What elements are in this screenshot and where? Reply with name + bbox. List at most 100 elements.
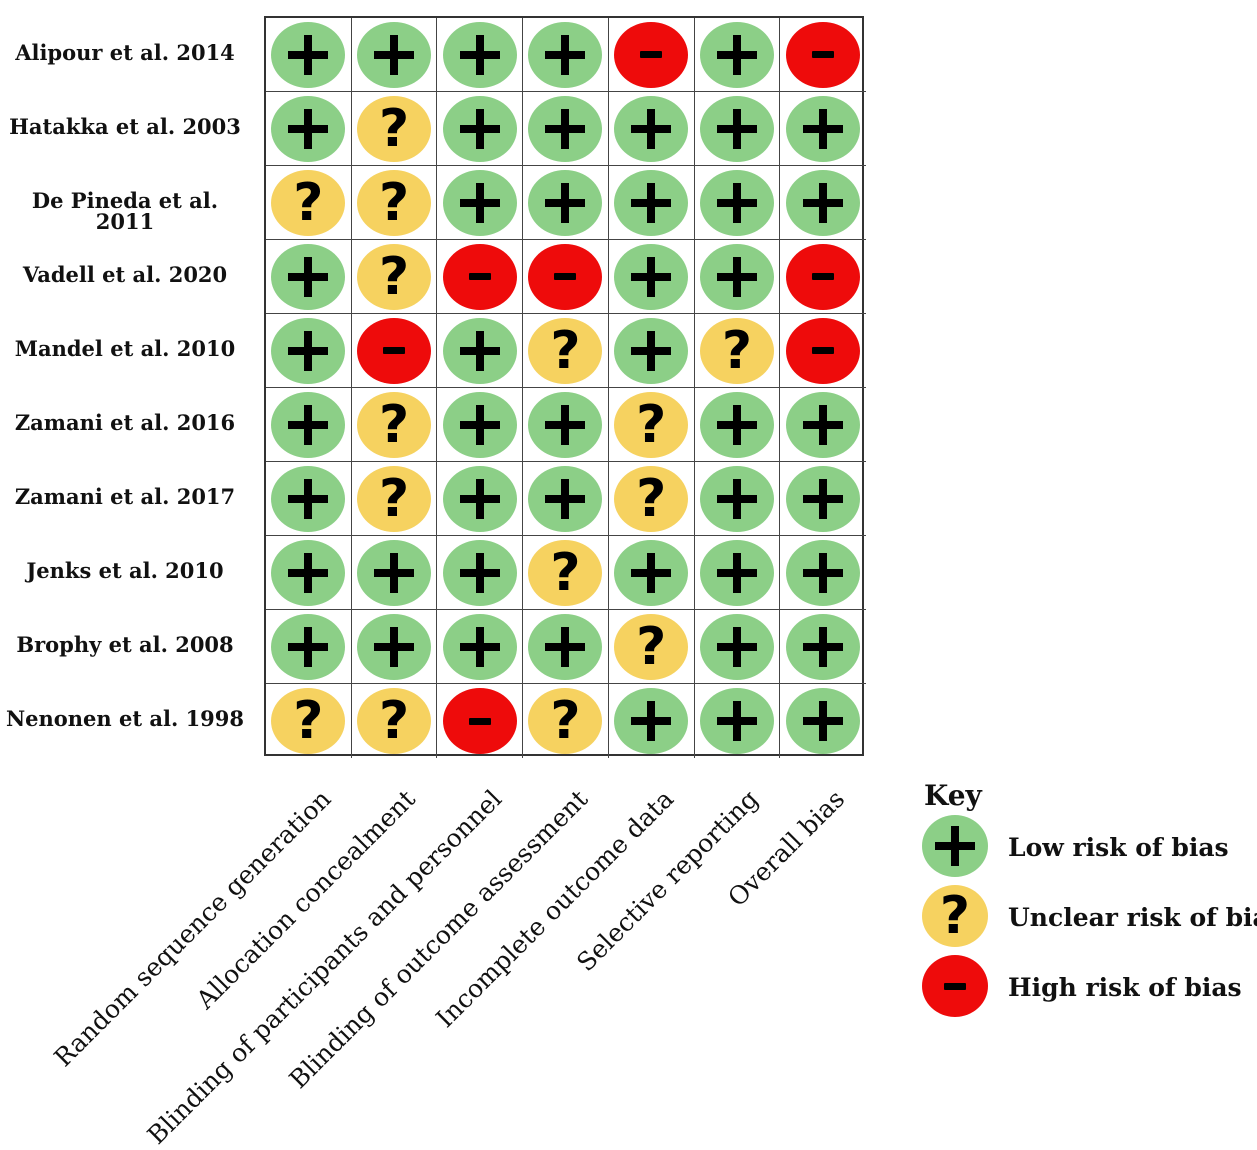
grid-cell [780, 388, 866, 462]
low-risk-dot [271, 391, 346, 458]
study-label: Vadell et al. 2020 [22, 262, 228, 287]
key-legend: Key Low risk of bias? Unclear risk of bia… [920, 775, 1257, 1035]
plus-icon [631, 552, 672, 593]
grid-cell: ? [608, 388, 695, 462]
plus-icon [935, 826, 975, 866]
unclear-risk-dot: ? [357, 169, 432, 236]
low-risk-dot [357, 21, 432, 88]
key-title: Key [924, 779, 982, 812]
low-risk-dot [442, 21, 517, 88]
plus-icon [288, 626, 329, 667]
unclear-risk-dot: ? [271, 688, 346, 754]
plus-icon [631, 108, 672, 149]
plus-icon [288, 404, 329, 445]
minus-icon [944, 982, 966, 990]
low-risk-dot [442, 317, 517, 384]
grid-cell [523, 388, 609, 462]
grid-cell [523, 240, 609, 314]
low-risk-dot [442, 95, 517, 162]
low-risk-dot [786, 613, 861, 680]
key-item-unclear: ? Unclear risk of bias [920, 885, 1257, 951]
grid-cell [266, 18, 352, 92]
grid-cell [437, 388, 524, 462]
plus-icon [716, 404, 757, 445]
plus-icon [545, 108, 586, 149]
low-risk-dot [614, 317, 689, 384]
low-risk-dot [528, 169, 603, 236]
question-icon: ? [378, 246, 410, 307]
minus-icon [640, 51, 663, 58]
key-item-label: Unclear risk of bias [1008, 903, 1257, 932]
plus-icon [545, 182, 586, 223]
question-icon: ? [939, 886, 971, 946]
question-icon: ? [550, 542, 581, 603]
question-icon: ? [550, 691, 581, 751]
grid-cell: ? [523, 314, 609, 388]
grid-cell [608, 92, 695, 166]
grid-cell [780, 684, 866, 758]
grid-cell [437, 166, 524, 240]
grid-cell [780, 240, 866, 314]
question-icon: ? [721, 320, 752, 381]
grid-cell: ? [523, 684, 609, 758]
grid-cell [266, 92, 352, 166]
low-risk-dot [614, 169, 689, 236]
grid-cell [608, 18, 695, 92]
plus-icon [459, 626, 500, 667]
grid-cell [780, 18, 866, 92]
plus-icon [288, 552, 329, 593]
study-label-column: Alipour et al. 2014 Hatakka et al. 2003 De… [0, 0, 260, 760]
low-risk-dot [271, 465, 346, 532]
plus-icon [716, 34, 757, 75]
high-risk-dot [442, 688, 517, 754]
grid-cell [266, 462, 352, 536]
grid-cell [608, 536, 695, 610]
question-icon: ? [293, 172, 324, 233]
grid-cell [694, 462, 781, 536]
grid-cell [695, 684, 781, 758]
study-label: Zamani et al. 2016 [14, 410, 236, 435]
grid-cell [351, 314, 438, 388]
question-icon: ? [636, 468, 667, 529]
low-risk-dot [528, 21, 603, 88]
minus-icon [812, 273, 835, 280]
unclear-risk-dot: ? [528, 688, 603, 754]
plus-icon [631, 330, 672, 371]
minus-icon [383, 347, 406, 354]
study-label: Nenonen et al. 1998 [5, 706, 245, 731]
grid-cell: ? [523, 536, 609, 610]
grid-cell [694, 388, 781, 462]
study-label: De Pineda et al. 2011 [31, 188, 219, 234]
plus-icon [803, 701, 844, 741]
plus-icon [716, 478, 757, 519]
high-risk-dot [922, 955, 988, 1017]
high-risk-dot [442, 243, 517, 310]
plus-icon [545, 404, 586, 445]
question-icon: ? [293, 691, 324, 751]
unclear-risk-dot: ? [614, 465, 689, 532]
unclear-risk-dot: ? [699, 317, 774, 384]
unclear-risk-dot: ? [271, 169, 346, 236]
plus-icon [459, 182, 500, 223]
unclear-risk-dot: ? [357, 95, 432, 162]
high-risk-dot [786, 21, 861, 88]
grid-cell: ? [351, 166, 438, 240]
low-risk-dot [271, 613, 346, 680]
unclear-risk-dot: ? [357, 391, 432, 458]
plus-icon [716, 108, 757, 149]
low-risk-dot [699, 21, 774, 88]
minus-icon [468, 717, 491, 725]
grid-cell [437, 536, 524, 610]
grid-cell: ? [266, 166, 352, 240]
key-item-label: Low risk of bias [1008, 833, 1229, 862]
grid-cell [351, 536, 438, 610]
study-label: Zamani et al. 2017 [14, 484, 236, 509]
plus-icon [288, 108, 329, 149]
grid-cell [437, 92, 524, 166]
high-risk-dot [357, 317, 432, 384]
study-label: Brophy et al. 2008 [16, 632, 234, 657]
plus-icon [459, 34, 500, 75]
grid-cell [608, 240, 695, 314]
question-icon: ? [636, 616, 667, 677]
grid-cell [780, 536, 866, 610]
